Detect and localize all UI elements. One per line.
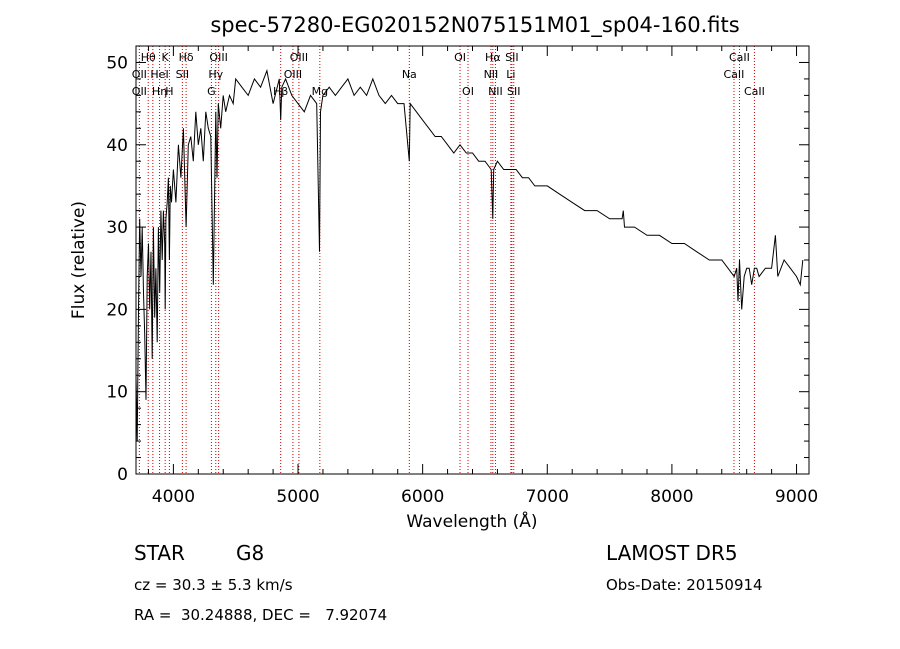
x-tick-label: 4000 <box>152 487 195 507</box>
spectral-line-label: Hδ <box>179 51 194 64</box>
object-class: STAR <box>134 541 185 565</box>
object-subclass: G8 <box>236 541 264 565</box>
spectral-line-label: NII <box>488 85 503 98</box>
y-axis-label: Flux (relative) <box>69 201 89 319</box>
spectral-line-label: Hη <box>152 85 167 98</box>
spectral-line-label: SII <box>507 85 520 98</box>
y-tick-label: 30 <box>106 218 128 238</box>
spectral-line-label: OI <box>462 85 474 98</box>
spectral-line-label: Hα <box>485 51 501 64</box>
spectral-line-label: CaII <box>744 85 765 98</box>
spectral-line-label: OIII <box>284 68 302 81</box>
spectral-line-label: Na <box>402 68 417 81</box>
x-tick-label: 9000 <box>775 487 818 507</box>
spectral-line-label: K <box>162 51 170 64</box>
line-marker-group <box>138 46 755 474</box>
redshift-cz: cz = 30.3 ± 5.3 km/s <box>134 576 293 594</box>
spectral-line-label: HeI <box>150 68 168 81</box>
x-tick-label: 8000 <box>650 487 693 507</box>
spectral-line-label: OI <box>454 51 466 64</box>
spectral-line-label: SII <box>505 51 518 64</box>
survey-name: LAMOST DR5 <box>606 541 738 565</box>
x-axis-label: Wavelength (Å) <box>406 510 537 532</box>
x-axis-ticks: 4000 5000 6000 7000 8000 9000 <box>147 46 818 507</box>
y-tick-label: 40 <box>106 136 128 156</box>
x-tick-label: 6000 <box>401 487 444 507</box>
y-tick-label: 0 <box>117 465 128 485</box>
spectral-line-label: OIII <box>209 51 227 64</box>
y-tick-label: 10 <box>106 383 128 403</box>
observation-date: Obs-Date: 20150914 <box>606 576 763 594</box>
spectral-line-label: SII <box>176 68 189 81</box>
y-axis-ticks: 0 10 20 30 40 50 <box>106 53 809 485</box>
spectrum-line <box>135 68 804 442</box>
spectral-line-label: Hθ <box>141 51 156 64</box>
spectral-line-label: CaII <box>729 51 750 64</box>
spectral-line-label: NII <box>484 68 499 81</box>
y-tick-label: 50 <box>106 53 128 73</box>
spectral-line-label: G <box>207 85 216 98</box>
sky-coordinates: RA = 30.24888, DEC = 7.92074 <box>134 606 387 624</box>
y-tick-label: 20 <box>106 300 128 320</box>
x-tick-label: 7000 <box>526 487 569 507</box>
spectral-line-label: OII <box>132 85 147 98</box>
chart-title: spec-57280-EG020152N075151M01_sp04-160.f… <box>210 13 739 38</box>
spectral-line-label: Hγ <box>208 68 223 81</box>
spectral-line-label: CaII <box>724 68 745 81</box>
plot-frame <box>135 45 810 475</box>
spectral-line-label: Li <box>506 68 515 81</box>
spectral-line-label: OIII <box>290 51 308 64</box>
x-tick-label: 5000 <box>276 487 319 507</box>
spectral-line-label: H <box>165 85 173 98</box>
